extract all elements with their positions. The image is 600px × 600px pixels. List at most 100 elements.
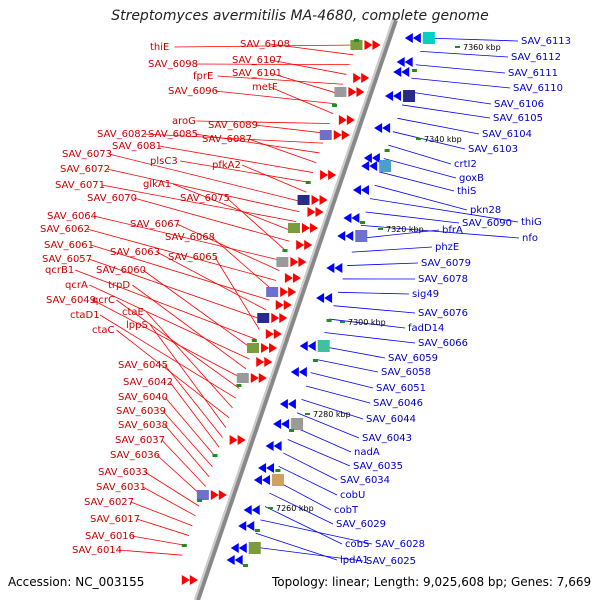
feature-box	[403, 90, 416, 102]
genome-backbone	[194, 19, 398, 600]
left-leader-line	[158, 145, 313, 173]
gene-label-left: SAV_6072	[60, 164, 110, 175]
reverse-gene-arrow	[238, 521, 247, 531]
feature-box	[297, 195, 310, 205]
gene-label-right: thiG	[521, 217, 542, 228]
left-leader-line	[106, 168, 300, 213]
gene-label-right: SAV_6104	[482, 129, 532, 140]
left-leader-line	[156, 454, 203, 497]
left-leader-line	[150, 324, 227, 428]
gene-label-right: SAV_6034	[340, 475, 390, 486]
right-leader-line	[338, 291, 410, 295]
feature-box	[236, 373, 249, 383]
gene-label-left: trpD	[108, 280, 130, 291]
rna-tick	[354, 39, 360, 42]
forward-gene-arrow	[275, 300, 284, 310]
left-leader-line	[132, 284, 247, 370]
left-leader-line	[146, 311, 233, 409]
left-leader-line	[93, 215, 283, 262]
right-leader-line	[411, 77, 511, 89]
gene-label-left: thiE	[150, 42, 169, 53]
gene-label-right: nadA	[354, 447, 380, 458]
right-leader-line	[292, 425, 352, 453]
left-leader-line	[194, 63, 350, 66]
gene-label-left: SAV_6042	[123, 377, 173, 388]
reverse-gene-arrow	[412, 33, 421, 43]
reverse-gene-arrow	[230, 543, 239, 553]
gene-label-left: lppS	[126, 320, 148, 331]
forward-gene-arrow	[319, 195, 328, 205]
forward-gene-arrow	[218, 490, 227, 500]
forward-gene-arrow	[356, 87, 365, 97]
left-leader-line	[116, 299, 240, 389]
reverse-gene-arrow	[334, 263, 343, 273]
left-leader-line	[269, 72, 340, 95]
left-leader-line	[88, 258, 263, 321]
scale-tick	[378, 228, 383, 230]
reverse-gene-arrow	[234, 555, 243, 565]
right-leader-line	[365, 211, 460, 224]
right-leader-line	[401, 104, 491, 119]
gene-label-right: SAV_6066	[418, 338, 468, 349]
gene-label-left: qcrC	[92, 295, 115, 306]
rna-tick	[236, 384, 242, 387]
gene-label-right: SAV_6078	[418, 274, 468, 285]
feature-box	[266, 287, 279, 297]
reverse-gene-arrow	[396, 57, 405, 67]
forward-gene-arrow	[301, 223, 310, 233]
left-leader-line	[90, 244, 270, 301]
left-leader-line	[172, 183, 293, 232]
reverse-gene-arrow	[351, 213, 360, 223]
forward-gene-arrow	[229, 435, 238, 445]
feature-box	[334, 87, 347, 97]
forward-gene-arrow	[261, 343, 270, 353]
gene-label-left: SAV_6070	[87, 193, 137, 204]
left-leader-line	[133, 197, 290, 242]
right-leader-line	[356, 229, 440, 240]
gene-label-right: SAV_6044	[366, 414, 416, 425]
gene-label-left: SAV_6082	[97, 129, 147, 140]
reverse-gene-arrow	[266, 463, 275, 473]
reverse-gene-arrow	[385, 91, 394, 101]
forward-gene-arrow	[279, 313, 288, 323]
left-leader-line	[164, 396, 217, 458]
gene-label-right: SAV_6025	[366, 556, 416, 567]
gene-label-left: ctaD1	[70, 310, 100, 321]
forward-gene-arrow	[273, 329, 282, 339]
scale-tick	[340, 321, 345, 323]
reverse-gene-arrow	[243, 505, 252, 515]
left-leader-line	[196, 120, 330, 124]
left-leader-line	[131, 535, 186, 546]
forward-gene-arrow	[237, 435, 246, 445]
right-leader-line	[260, 519, 373, 545]
reverse-gene-arrow	[404, 33, 413, 43]
gene-label-left: SAV_6108	[240, 39, 290, 50]
forward-gene-arrow	[315, 207, 324, 217]
gene-label-right: SAV_6103	[468, 144, 518, 155]
gene-label-right: phzE	[435, 242, 459, 253]
gene-label-left: SAV_6040	[118, 392, 168, 403]
forward-gene-arrow	[328, 170, 337, 180]
right-leader-line	[269, 492, 334, 525]
feature-box	[257, 313, 270, 323]
scale-label: 7340 kbp	[424, 135, 462, 144]
right-leader-line	[424, 37, 519, 42]
scale-label: 7300 kbp	[348, 318, 386, 327]
forward-gene-arrow	[311, 195, 320, 205]
gene-label-left: SAV_6039	[116, 406, 166, 417]
left-leader-line	[241, 164, 307, 193]
forward-gene-arrow	[353, 73, 362, 83]
gene-label-right: crtI2	[454, 159, 477, 170]
gene-label-left: SAV_6071	[55, 180, 105, 191]
gene-label-left: SAV_6087	[202, 134, 252, 145]
gene-label-left: SAV_6063	[110, 247, 160, 258]
left-leader-line	[156, 251, 267, 311]
gene-label-left: metF	[252, 82, 278, 93]
gene-label-right: SAV_6113	[521, 36, 571, 47]
gene-label-left: SAV_6064	[47, 211, 97, 222]
right-leader-line	[319, 345, 386, 359]
right-leader-line	[420, 50, 509, 58]
reverse-gene-arrow	[374, 123, 383, 133]
reverse-gene-arrow	[273, 441, 282, 451]
